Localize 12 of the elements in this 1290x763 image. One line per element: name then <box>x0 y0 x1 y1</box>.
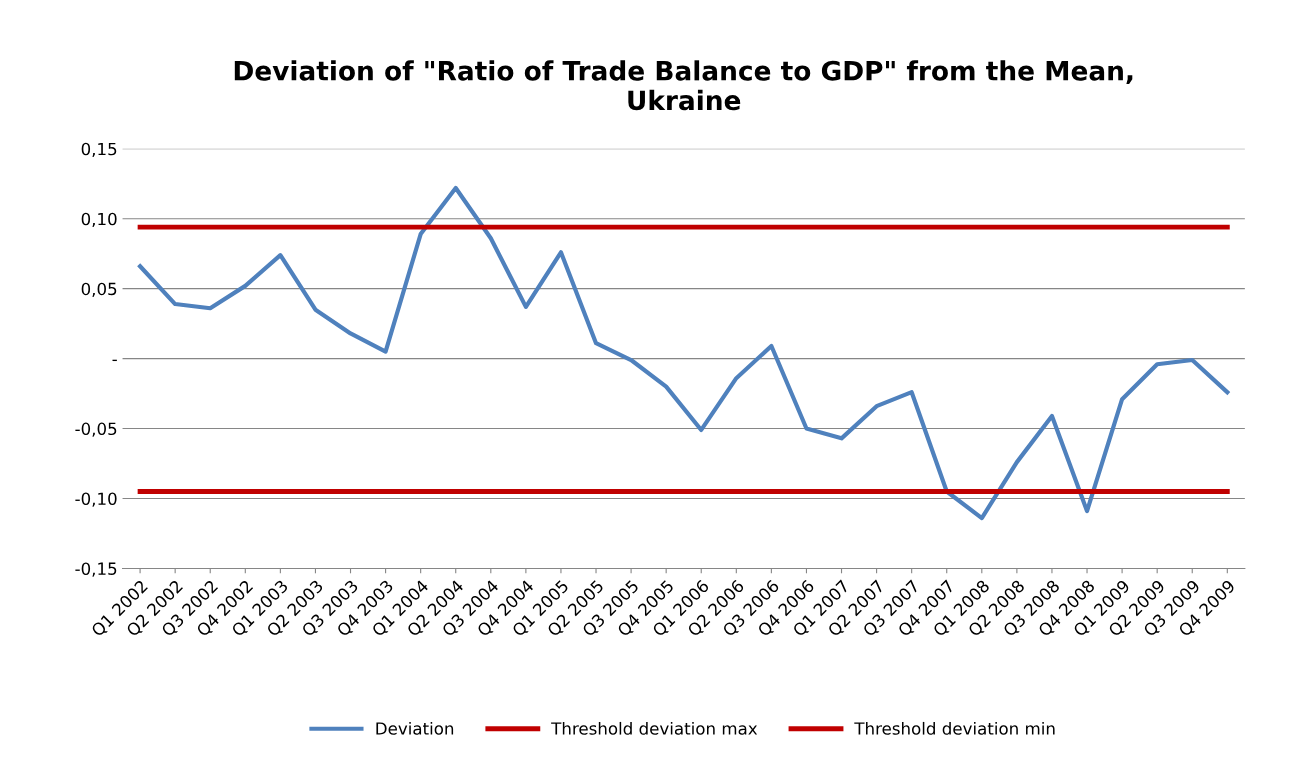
chart-title: Deviation of "Ratio of Trade Balance to GDP" from the Mean, Ukraine <box>234 60 1133 111</box>
y-tick-label: 0,05 <box>81 282 117 297</box>
line-series <box>138 185 1230 521</box>
y-tick-label: 0,15 <box>81 142 117 158</box>
legend-label: Threshold deviation min <box>854 721 1055 735</box>
y-tick-label: -0,05 <box>75 422 117 437</box>
y-tick-label: -0,15 <box>75 562 117 577</box>
y-tick-label: - <box>112 359 117 362</box>
legend-label: Deviation <box>376 721 454 735</box>
y-tick-label: 0,10 <box>81 212 117 227</box>
legend-label: Threshold deviation max <box>551 721 758 735</box>
y-tick-label: -0,10 <box>75 492 117 507</box>
